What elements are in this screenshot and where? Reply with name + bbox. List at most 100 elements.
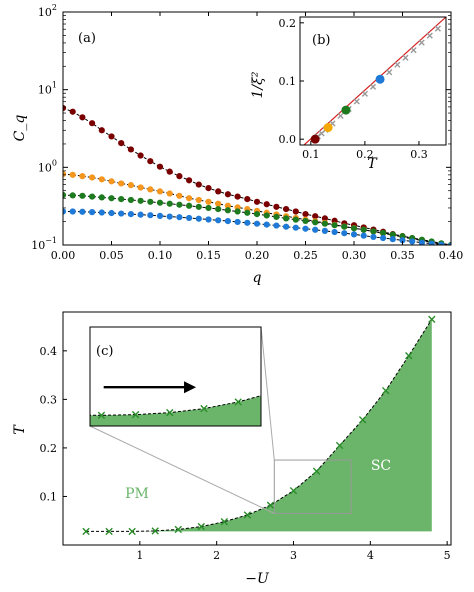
series-0-point-17 <box>224 191 231 198</box>
series-3-point-6 <box>118 210 125 217</box>
panel-a-series-group <box>63 104 451 245</box>
series-1-point-13 <box>186 195 193 202</box>
phase-boundary-line <box>86 319 433 532</box>
x-tick-label-4: 0.20 <box>245 249 270 262</box>
panel-c-label: (c) <box>96 344 113 359</box>
series-0-point-4 <box>98 127 105 134</box>
c-y-tick-label-0: 0.1 <box>40 490 58 503</box>
series-2-point-22 <box>273 213 280 221</box>
boundary-point-3 <box>151 527 159 535</box>
series-2-point-9 <box>147 198 154 205</box>
series-2-point-30 <box>350 225 358 232</box>
series-3-point-29 <box>341 230 348 237</box>
series-2-point-2 <box>79 192 86 199</box>
series-3-point-11 <box>166 213 173 220</box>
series-2-point-10 <box>156 199 164 206</box>
panel-a-label: (a) <box>78 31 96 46</box>
series-3-point-2 <box>79 208 86 215</box>
series-2-point-15 <box>205 204 212 212</box>
y-tick-label-1: 100 <box>38 158 57 174</box>
panel-a-series-layer <box>63 104 451 245</box>
series-3-point-24 <box>292 224 299 231</box>
series-3-point-1 <box>69 208 76 215</box>
panel-a-x-ticks: 0.00 0.05 0.10 0.15 0.20 0.25 0.30 0.35 0.40 <box>51 12 463 262</box>
series-0-point-25 <box>302 210 309 218</box>
series-2-point-5 <box>108 195 115 202</box>
series-2-point-21 <box>263 212 270 219</box>
series-0-point-20 <box>253 198 261 205</box>
y-tick-exponent-3: 2 <box>52 3 57 12</box>
series-3-point-8 <box>137 211 144 218</box>
inset-arrow-head <box>184 381 197 394</box>
b-x-tick-label-2: 0.3 <box>410 148 428 161</box>
series-3-point-9 <box>147 212 154 219</box>
inset-boundary-point-6 <box>234 398 242 406</box>
c-y-tick-label-2: 0.3 <box>40 393 58 406</box>
series-0-point-14 <box>195 181 202 188</box>
zoom-box <box>273 459 352 514</box>
panel-a-y-axis-label: C_q <box>12 115 28 142</box>
series-2-point-24 <box>292 216 299 223</box>
series-3-point-14 <box>195 215 202 222</box>
boundary-point-12 <box>358 416 367 424</box>
y-tick-exponent-0: −1 <box>45 236 57 245</box>
series-0-point-13 <box>186 177 193 184</box>
b-y-tick-label-0: 0.0 <box>279 133 297 146</box>
grey-point-15 <box>426 32 433 39</box>
grey-point-10 <box>386 69 393 76</box>
inset-boundary-point-11 <box>406 294 412 300</box>
series-2-point-11 <box>166 200 173 207</box>
inset-sc-region <box>90 395 261 426</box>
series-2-point-27 <box>321 220 328 227</box>
grey-point-8 <box>369 83 377 90</box>
series-3-point-18 <box>234 218 241 226</box>
series-2-point-6 <box>118 195 125 203</box>
series-3-point-36 <box>409 238 416 245</box>
region-label-sc: SC <box>371 458 391 474</box>
b-y-tick-label-1: 0.1 <box>279 75 297 88</box>
series-0-point-21 <box>263 201 270 208</box>
boundary-point-4 <box>174 525 182 534</box>
series-3-point-10 <box>156 212 164 219</box>
series-2-point-33 <box>380 229 387 237</box>
series-3-point-5 <box>108 209 115 217</box>
panel-c: 1 2 3 4 5 0.1 0.2 0.3 0.4 PM SC −U T (c) <box>12 294 452 587</box>
boundary-point-1 <box>105 527 113 536</box>
series-2-point-14 <box>195 203 202 210</box>
grey-point-14 <box>418 39 425 46</box>
highlight-point-3 <box>375 74 385 84</box>
panel-b-inset: 0.1 0.2 0.3 0.0 0.1 0.2 (b) T 1/ξ² <box>250 16 447 172</box>
series-1-point-2 <box>79 173 86 180</box>
series-3-point-34 <box>389 236 396 243</box>
b-y-tick-label-2: 0.2 <box>279 17 297 30</box>
inset-boundary-point-8 <box>303 376 309 382</box>
x-tick-label-0: 0.00 <box>51 249 76 262</box>
series-0-point-22 <box>273 203 280 210</box>
sc-region <box>86 319 432 532</box>
boundary-point-14 <box>405 351 413 360</box>
grey-point-6 <box>353 98 360 105</box>
series-0-point-10 <box>156 163 164 170</box>
grey-point-4 <box>337 112 344 120</box>
series-3-point-23 <box>283 223 290 230</box>
x-tick-label-3: 0.15 <box>196 249 221 262</box>
series-0-point-12 <box>176 173 183 180</box>
series-2-point-32 <box>370 228 377 235</box>
boundary-point-10 <box>312 467 321 475</box>
series-1-point-1 <box>69 171 76 178</box>
series-2-point-0 <box>63 191 67 199</box>
series-3-point-32 <box>370 233 377 241</box>
series-2-line <box>63 194 451 245</box>
inset-boundary-point-0 <box>30 412 36 418</box>
boundary-point-2 <box>128 527 136 536</box>
zoom-connector-bottom <box>89 425 275 514</box>
y-tick-label-3: 102 <box>38 3 57 19</box>
inset-boundary-point-7 <box>269 389 275 395</box>
series-0-point-11 <box>166 168 173 175</box>
y-tick-exponent-2: 1 <box>52 81 57 90</box>
panel-a: 0.00 0.05 0.10 0.15 0.20 0.25 0.30 0.35 0.40 1 0 −… <box>12 3 463 286</box>
series-1-point-17 <box>224 202 231 209</box>
panel-c-y-axis-label: T <box>12 424 28 435</box>
c-x-tick-label-3: 4 <box>367 549 374 562</box>
